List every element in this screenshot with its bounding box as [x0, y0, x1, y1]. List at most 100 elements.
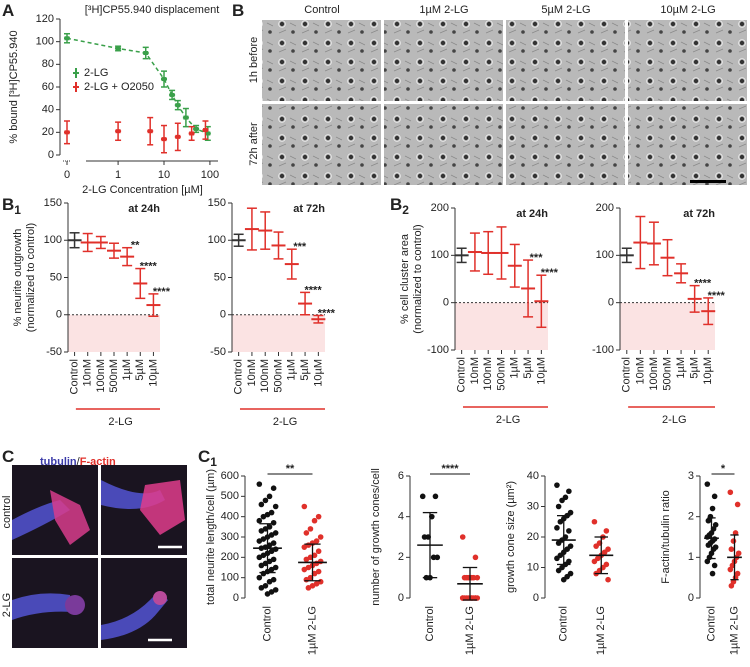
- data-point: [266, 493, 273, 500]
- y-tick-label: 0: [220, 309, 226, 321]
- data-point: [303, 576, 310, 583]
- data-point: [260, 570, 267, 577]
- x-tick-label: 100nM: [648, 357, 660, 391]
- micrograph: [262, 104, 381, 185]
- chart-title: at 24h: [128, 203, 160, 215]
- data-point: [430, 554, 437, 561]
- cell: [12, 593, 72, 620]
- group-label: 2-LG: [662, 414, 686, 426]
- significance: **: [131, 240, 140, 252]
- significance: ****: [153, 286, 171, 298]
- micrographs: Control 1µM 2-LG 5µM 2-LG 10µM 2-LG 1h befor…: [248, 4, 747, 185]
- data-point: [258, 562, 265, 569]
- panel-label: B2: [390, 195, 409, 217]
- row-label: 72h after: [248, 122, 260, 166]
- data-point: [728, 583, 735, 589]
- data-point: [303, 556, 310, 563]
- panel-letter: C: [2, 447, 14, 466]
- x-tick-label: Control: [558, 606, 570, 641]
- data-point: [554, 482, 560, 488]
- data-point: [472, 554, 479, 561]
- y-tick-label: 100: [596, 249, 614, 261]
- data-point: [709, 570, 716, 577]
- y-tick-label: 0: [608, 297, 614, 309]
- point: [115, 129, 121, 134]
- chart-title: at 24h: [516, 208, 548, 220]
- data-point: [270, 485, 277, 492]
- y-tick-label: 3: [688, 470, 694, 482]
- data-point: [727, 489, 734, 496]
- y-tick-label: -50: [46, 346, 62, 358]
- y-tick-label: 40: [527, 470, 539, 482]
- x-tick-label: 1µM 2-LG: [464, 606, 476, 655]
- y-axis-label: total neurite length/cell (µm): [205, 469, 217, 605]
- y-tick-label: 500: [221, 490, 239, 502]
- chart-title: at 72h: [683, 208, 715, 220]
- x-tick-label: 500nM: [272, 359, 284, 393]
- scale-bar: [690, 180, 726, 183]
- x-tick-label: 100nM: [482, 357, 494, 391]
- panel-letter: B: [2, 195, 14, 214]
- y-tick-label: 600: [221, 470, 239, 482]
- x-tick-label: 10nM: [634, 357, 646, 385]
- micrograph: [262, 20, 381, 101]
- stained-images: tubulin/F-actin control 2-LG: [1, 456, 187, 648]
- column-label: 5µM 2-LG: [541, 4, 590, 16]
- x-tick-label: 500nM: [108, 359, 120, 393]
- significance: ****: [318, 307, 336, 319]
- y-tick-label: 0: [533, 592, 539, 604]
- cell: [50, 490, 90, 545]
- chart-title: at 72h: [293, 203, 325, 215]
- y-tick-label: 100: [36, 36, 54, 48]
- x-tick-label: 10µM: [702, 357, 714, 385]
- x-tick-label: 5µM: [522, 357, 534, 379]
- y-tick-label: 100: [208, 234, 226, 246]
- y-tick-label: 6: [398, 470, 404, 482]
- y-axis-label-line: % cell cluster area: [399, 233, 411, 324]
- y-axis-label: % neurite outgrowth(normalized to contro…: [12, 223, 37, 332]
- y-tick-label: 100: [44, 234, 62, 246]
- point: [175, 103, 181, 108]
- micrograph: [384, 20, 503, 101]
- data-point: [459, 534, 466, 540]
- data-point: [559, 497, 565, 504]
- point: [189, 131, 195, 136]
- data-point: [705, 517, 712, 524]
- panel-label: C1: [198, 447, 217, 469]
- y-tick-label: 200: [221, 551, 239, 563]
- data-point: [264, 591, 271, 597]
- data-point: [301, 566, 308, 573]
- y-tick-label: 300: [221, 531, 239, 543]
- x-tick-label: 1µM: [509, 357, 521, 379]
- x-tick-label: 5µM: [134, 359, 146, 381]
- micrograph: [628, 104, 747, 185]
- y-tick-label: 60: [42, 81, 54, 93]
- x-tick-label: 10nM: [469, 357, 481, 385]
- y-tick-label: 0: [48, 149, 54, 161]
- x-tick-label: 1: [115, 169, 121, 181]
- group-label: 2-LG: [108, 416, 132, 428]
- y-axis-label: F-actin/tubulin ratio: [660, 490, 672, 584]
- point: [147, 129, 153, 134]
- cell: [65, 595, 85, 615]
- x-tick-label: 1µM: [675, 357, 687, 379]
- data-point: [591, 558, 598, 565]
- data-point: [256, 517, 263, 524]
- point: [193, 126, 199, 131]
- significance: ****: [305, 284, 323, 296]
- y-tick-label: 120: [36, 13, 54, 25]
- data-point: [272, 503, 279, 510]
- x-tick-label: 100nM: [259, 359, 271, 393]
- y-tick-label: 2: [398, 551, 404, 563]
- y-tick-label: 150: [208, 197, 226, 209]
- data-point: [258, 528, 265, 534]
- data-point: [711, 493, 718, 500]
- data-point: [566, 488, 572, 495]
- panel-subscript: 2: [402, 203, 409, 217]
- significance: **: [286, 463, 295, 475]
- y-tick-label: 0: [688, 592, 694, 604]
- x-tick-label: 5µM: [689, 357, 701, 379]
- y-tick-label: 1: [688, 551, 694, 563]
